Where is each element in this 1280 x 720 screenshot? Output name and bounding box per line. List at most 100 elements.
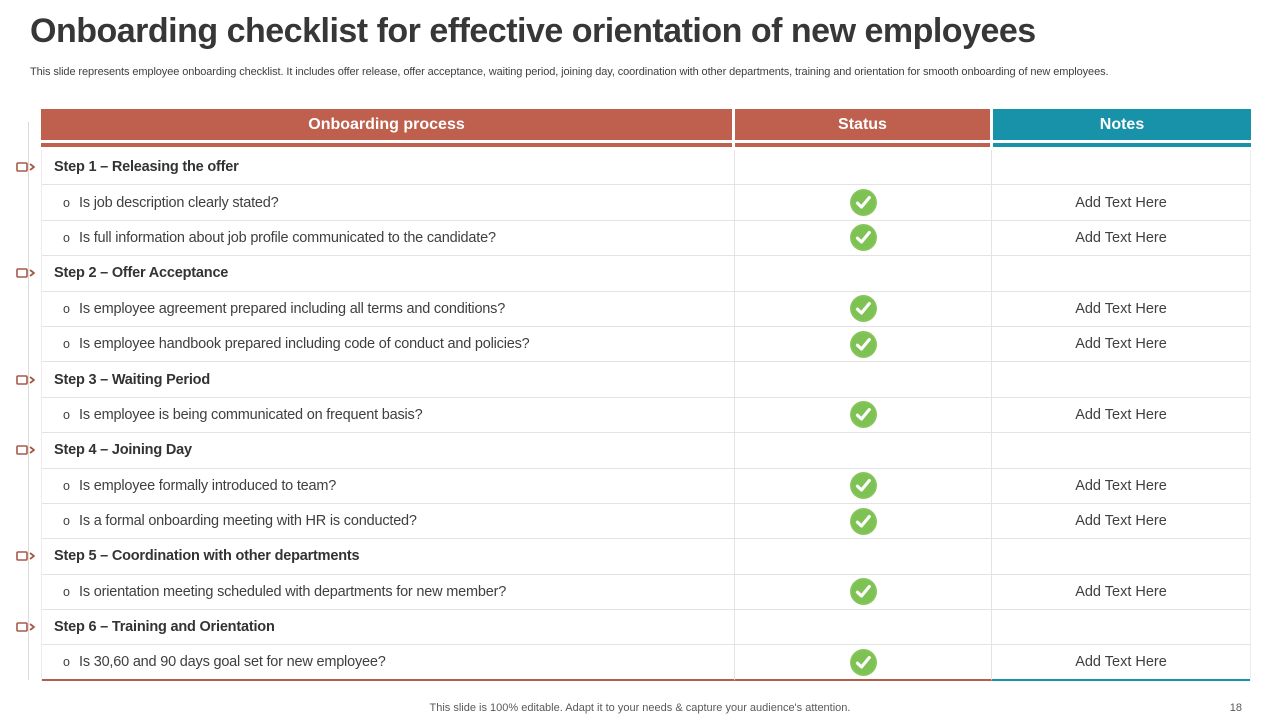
status-cell (735, 645, 992, 681)
table-row-step: Step 1 – Releasing the offer (16, 150, 1250, 186)
check-icon (849, 472, 877, 500)
checklist-question-cell: o Is employee agreement prepared includi… (42, 291, 735, 326)
checklist-question-cell: o Is employee handbook prepared includin… (42, 326, 735, 362)
step-marker-icon (16, 266, 36, 280)
circle-bullet: o (63, 407, 70, 422)
circle-bullet: o (63, 478, 70, 493)
notes-placeholder-text[interactable]: Add Text Here (1075, 477, 1167, 494)
table-row-item: o Is a formal onboarding meeting with HR… (42, 503, 1250, 540)
step-marker-icon (16, 160, 36, 174)
checklist-question: Is employee is being communicated on fre… (79, 406, 423, 423)
page-subtitle: This slide represents employee onboardin… (30, 66, 1109, 78)
status-cell-empty (735, 362, 992, 397)
check-icon (849, 578, 877, 606)
checklist-question: Is a formal onboarding meeting with HR i… (79, 513, 417, 530)
status-cell (735, 397, 992, 433)
circle-bullet: o (63, 655, 70, 670)
status-cell (735, 185, 992, 220)
checklist-question: Is employee handbook prepared including … (79, 336, 530, 353)
notes-placeholder-cell[interactable]: Add Text Here (992, 575, 1250, 609)
notes-placeholder-text[interactable]: Add Text Here (1075, 406, 1167, 423)
checklist-question: Is 30,60 and 90 days goal set for new em… (79, 654, 386, 671)
notes-placeholder-text[interactable]: Add Text Here (1075, 229, 1167, 246)
step-marker-icon (16, 549, 36, 563)
table-row-item: o Is employee agreement prepared includi… (42, 291, 1250, 327)
circle-bullet: o (63, 230, 70, 245)
checklist-question: Is full information about job profile co… (79, 229, 496, 246)
table-row-step: Step 4 – Joining Day (16, 433, 1250, 469)
table-row-step: Step 2 – Offer Acceptance (16, 256, 1250, 292)
step-marker-icon (16, 373, 36, 387)
left-guide-line (28, 122, 29, 680)
notes-cell-empty (992, 433, 1250, 467)
table-row-step: Step 3 – Waiting Period (16, 362, 1250, 398)
table-row-step: Step 6 – Training and Orientation (16, 610, 1250, 646)
notes-cell-empty (992, 362, 1250, 396)
checklist-question-cell: o Is orientation meeting scheduled with … (42, 574, 735, 610)
notes-placeholder-text[interactable]: Add Text Here (1075, 654, 1167, 671)
notes-placeholder-text[interactable]: Add Text Here (1075, 513, 1167, 530)
checklist-question-cell: o Is 30,60 and 90 days goal set for new … (42, 645, 735, 681)
status-cell (735, 503, 992, 539)
notes-placeholder-cell[interactable]: Add Text Here (992, 645, 1250, 681)
notes-placeholder-text[interactable]: Add Text Here (1075, 583, 1167, 600)
notes-cell-empty (992, 610, 1250, 644)
notes-cell-empty (992, 539, 1250, 573)
header-accent-status (735, 143, 993, 147)
table-row-item: o Is job description clearly stated? Add… (42, 185, 1250, 221)
table-row-item: o Is full information about job profile … (42, 220, 1250, 257)
table-row-step: Step 5 – Coordination with other departm… (16, 539, 1250, 575)
onboarding-table: Onboarding process Status Notes Step 1 –… (16, 109, 1251, 681)
notes-placeholder-cell[interactable]: Add Text Here (992, 504, 1250, 538)
notes-placeholder-text[interactable]: Add Text Here (1075, 336, 1167, 353)
checklist-question: Is job description clearly stated? (79, 194, 279, 211)
checklist-question-cell: o Is a formal onboarding meeting with HR… (42, 503, 735, 539)
check-icon (849, 224, 877, 252)
header-accent-row (41, 143, 1251, 147)
check-icon (849, 295, 877, 323)
step-label: Step 4 – Joining Day (54, 442, 192, 459)
step-label: Step 5 – Coordination with other departm… (54, 548, 360, 565)
notes-placeholder-cell[interactable]: Add Text Here (992, 469, 1250, 503)
step-marker-icon (16, 620, 36, 634)
notes-placeholder-cell[interactable]: Add Text Here (992, 398, 1250, 432)
check-icon (849, 507, 877, 535)
header-cell-notes: Notes (993, 109, 1251, 140)
checklist-question-cell: o Is employee formally introduced to tea… (42, 468, 735, 503)
table-row-item: o Is employee handbook prepared includin… (42, 326, 1250, 363)
notes-placeholder-text[interactable]: Add Text Here (1075, 194, 1167, 211)
header-accent-process (41, 143, 735, 147)
footer-note: This slide is 100% editable. Adapt it to… (429, 702, 851, 714)
notes-placeholder-cell[interactable]: Add Text Here (992, 292, 1250, 326)
step-label-cell: Step 3 – Waiting Period (42, 362, 735, 397)
status-cell-empty (735, 433, 992, 468)
notes-cell-empty (992, 256, 1250, 290)
notes-placeholder-cell[interactable]: Add Text Here (992, 327, 1250, 361)
step-label: Step 1 – Releasing the offer (54, 159, 239, 176)
status-cell-empty (735, 610, 992, 645)
notes-placeholder-text[interactable]: Add Text Here (1075, 300, 1167, 317)
table-row-item: o Is 30,60 and 90 days goal set for new … (42, 645, 1250, 681)
step-label-cell: Step 1 – Releasing the offer (42, 150, 735, 185)
check-icon (849, 401, 877, 429)
circle-bullet: o (63, 584, 70, 599)
step-marker-icon (16, 443, 36, 457)
checklist-question-cell: o Is employee is being communicated on f… (42, 397, 735, 433)
step-label-cell: Step 5 – Coordination with other departm… (42, 539, 735, 574)
check-icon (849, 189, 877, 217)
checklist-question: Is employee formally introduced to team? (79, 477, 337, 494)
status-cell (735, 574, 992, 610)
circle-bullet: o (63, 195, 70, 210)
step-label: Step 3 – Waiting Period (54, 371, 210, 388)
notes-placeholder-cell[interactable]: Add Text Here (992, 185, 1250, 219)
circle-bullet: o (63, 301, 70, 316)
notes-placeholder-cell[interactable]: Add Text Here (992, 221, 1250, 255)
status-cell (735, 220, 992, 256)
table-header-row: Onboarding process Status Notes (41, 109, 1251, 140)
header-cell-status: Status (735, 109, 993, 140)
step-label-cell: Step 4 – Joining Day (42, 433, 735, 468)
header-cell-process: Onboarding process (41, 109, 735, 140)
status-cell (735, 291, 992, 326)
table-body: Step 1 – Releasing the offer o Is job de… (16, 150, 1251, 681)
